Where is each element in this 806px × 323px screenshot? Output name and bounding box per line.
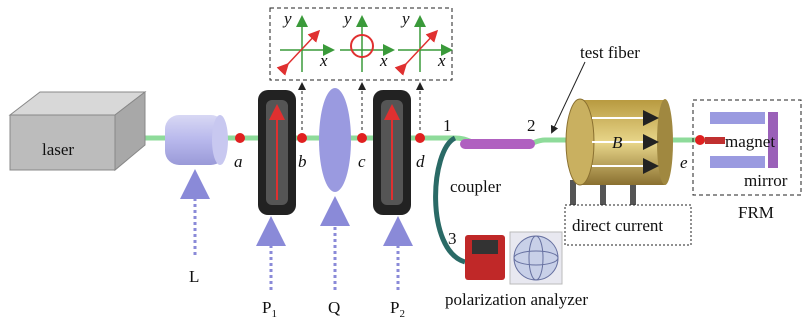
coupler: [460, 139, 535, 149]
label-text: P: [390, 298, 399, 317]
component-label: L: [189, 267, 199, 286]
current-label: direct current: [572, 216, 663, 235]
label-sub: 2: [399, 308, 405, 320]
axis-label: x: [319, 51, 328, 70]
port-label: 1: [443, 116, 452, 135]
magnet-part: [710, 112, 765, 124]
magnet-part: [710, 156, 765, 168]
component-label: P2: [390, 298, 405, 320]
axis-label: x: [379, 51, 388, 70]
point: [297, 133, 307, 143]
point: [695, 135, 705, 145]
poincare-sphere: [514, 236, 558, 280]
component-pointers: [195, 178, 398, 290]
label-sub: 1: [271, 308, 277, 320]
magnet-label: magnet: [725, 132, 775, 151]
point-label: b: [298, 152, 307, 171]
axis-label: y: [342, 9, 352, 28]
test-fiber-label: test fiber: [580, 43, 640, 62]
collimator-end: [212, 115, 228, 165]
mirror-label: mirror: [744, 171, 788, 190]
coil-end: [566, 99, 594, 185]
frm-label: FRM: [738, 203, 774, 222]
setup-diagram: laser a b c d e y x y: [0, 0, 806, 323]
field-label: B: [612, 133, 623, 152]
axis-label: y: [282, 9, 292, 28]
port-label: 2: [527, 116, 536, 135]
axis-label: y: [400, 9, 410, 28]
point-label: e: [680, 153, 688, 172]
point-label: a: [234, 152, 243, 171]
analyzer-screen: [472, 240, 498, 254]
analyzer-label: polarization analyzer: [445, 290, 588, 309]
port-label: 3: [448, 229, 457, 248]
point: [415, 133, 425, 143]
fiber-end: [705, 137, 725, 144]
label-text: P: [262, 298, 271, 317]
component-label: P1: [262, 298, 277, 320]
point: [235, 133, 245, 143]
point-label: d: [416, 152, 425, 171]
waveplate: [319, 88, 351, 192]
point: [357, 133, 367, 143]
point-label: c: [358, 152, 366, 171]
component-label: Q: [328, 298, 340, 317]
coil-end: [657, 99, 673, 185]
axis-label: x: [437, 51, 446, 70]
coupler-label: coupler: [450, 177, 501, 196]
laser-label: laser: [42, 140, 74, 159]
